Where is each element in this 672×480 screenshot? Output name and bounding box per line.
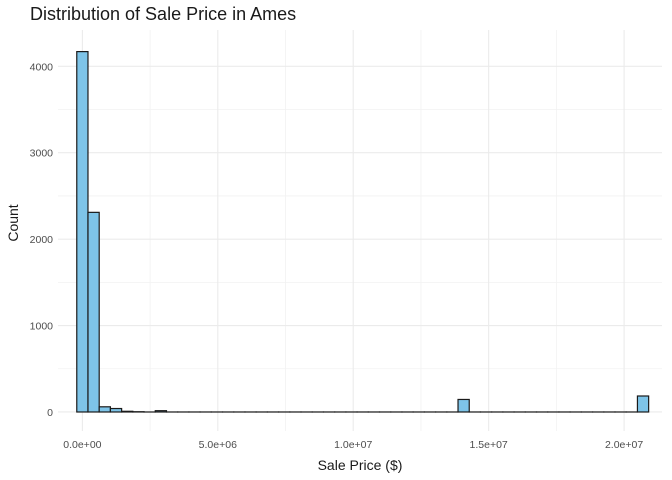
x-tick-label: 1.0e+07	[334, 439, 372, 451]
x-tick-label: 1.5e+07	[470, 439, 508, 451]
grid-minor	[58, 30, 662, 431]
histogram-bar	[457, 398, 470, 413]
histogram-bar	[121, 410, 134, 413]
histogram-bar	[76, 51, 89, 413]
x-axis-ticks: 0.0e+00 5.0e+06 1.0e+07 1.5e+07 2.0e+07	[63, 439, 643, 451]
y-tick-label: 4000	[30, 61, 54, 73]
chart-title: Distribution of Sale Price in Ames	[30, 4, 297, 24]
y-tick-label: 1000	[30, 321, 54, 333]
histogram-bar	[636, 395, 650, 413]
histogram-bar	[109, 407, 123, 413]
histogram-bar	[154, 410, 168, 413]
x-axis-title: Sale Price ($)	[318, 457, 403, 473]
x-tick-label: 2.0e+07	[605, 439, 643, 451]
y-tick-label: 0	[47, 407, 53, 419]
x-tick-label: 0.0e+00	[63, 439, 101, 451]
x-tick-label: 5.0e+06	[199, 439, 237, 451]
y-axis-title: Count	[5, 204, 21, 241]
y-tick-label: 2000	[30, 234, 54, 246]
histogram-bar	[98, 406, 112, 413]
grid-major	[58, 30, 662, 431]
y-axis-ticks: 0 1000 2000 3000 4000	[30, 61, 54, 419]
histogram-bars	[76, 51, 650, 413]
histogram-bar	[87, 211, 100, 413]
y-tick-label: 3000	[30, 148, 54, 160]
